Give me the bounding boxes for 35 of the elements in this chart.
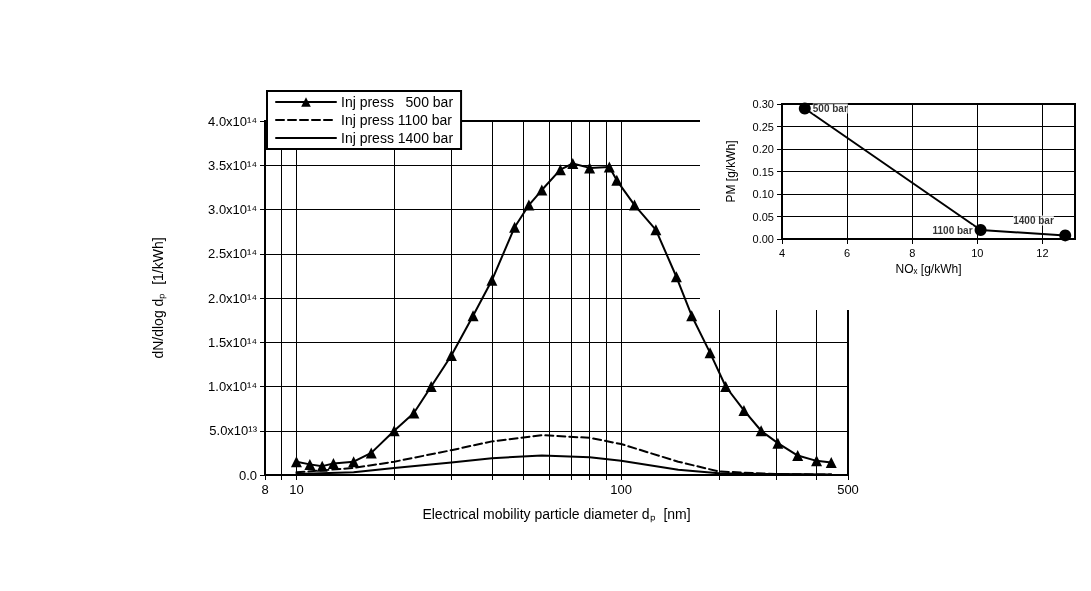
y-tick-label: 1.0x10¹⁴: [208, 379, 257, 394]
x-axis-title: Electrical mobility particle diameter dₚ [nm]: [422, 506, 691, 523]
x-tick-label: 10: [289, 482, 304, 497]
x-tick-label: 4: [778, 246, 786, 259]
y-tick-label: 0.10: [752, 188, 774, 200]
x-tick-label: 6: [844, 246, 851, 259]
y-tick-label: 0.0: [238, 467, 257, 483]
y-tick-label: 5.0x10¹³: [209, 423, 258, 439]
x-tick-label: 10: [971, 246, 984, 259]
x-axis-title: NOₓ [g/kWh]: [895, 261, 962, 276]
x-tick-label: 12: [1036, 246, 1049, 259]
y-tick-label: 0.30: [752, 98, 774, 110]
y-tick-label: 0.05: [752, 210, 774, 223]
annotation: 1400 bar: [1013, 214, 1054, 226]
y-tick-label: 4.0x10¹⁴: [208, 113, 257, 129]
y-tick-label: 2.5x10¹⁴: [208, 246, 257, 262]
y-tick-label: 0.15: [752, 165, 774, 178]
x-tick-label: 8: [909, 246, 916, 259]
y-tick-label: 0.00: [752, 233, 774, 245]
x-tick-label: 8: [261, 482, 269, 497]
y-tick-label: 3.0x10¹⁴: [208, 202, 257, 217]
legend-label: Inj press 1400 bar: [341, 130, 454, 146]
x-tick-label: 100: [610, 482, 632, 497]
y-axis-title: PM [g/kWh]: [724, 140, 738, 203]
legend-label: Inj press 500 bar: [341, 94, 454, 110]
y-tick-label: 3.5x10¹⁴: [208, 157, 257, 173]
annotation: 500 bar: [812, 103, 848, 114]
y-tick-label: 2.0x10¹⁴: [208, 290, 257, 306]
x-tick-label: 500: [837, 482, 859, 497]
y-tick-label: 0.20: [752, 143, 774, 155]
annotation: 1100 bar: [932, 224, 973, 236]
legend-label: Inj press 1100 bar: [341, 112, 453, 128]
y-tick-label: 1.5x10¹⁴: [208, 334, 257, 350]
y-tick-label: 0.25: [752, 120, 774, 133]
y-axis-title: dN/dlog dₚ [1/kWh]: [150, 237, 167, 359]
